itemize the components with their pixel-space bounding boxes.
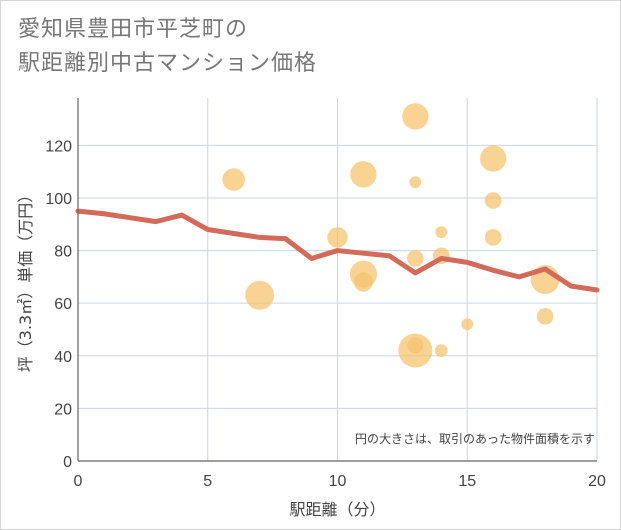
x-axis-label: 駅距離（分） (289, 500, 385, 519)
scatter-point (461, 318, 474, 331)
x-tick-label: 15 (458, 473, 476, 490)
bubble-layer (222, 103, 560, 368)
scatter-point (222, 168, 245, 191)
scatter-point (350, 161, 377, 188)
average-price-line (75, 208, 600, 293)
scatter-point (480, 145, 507, 172)
scatter-point (484, 229, 502, 246)
scatter-point (434, 344, 448, 357)
y-tick-label: 20 (54, 401, 72, 418)
scatter-point (402, 103, 429, 130)
axis-layer: 0 20 40 60 80 100 120 0 5 10 15 20 (45, 98, 606, 490)
x-tick-label: 10 (329, 473, 347, 490)
trend-line-layer (75, 208, 600, 293)
y-tick-label: 120 (45, 138, 72, 155)
y-tick-label: 60 (54, 296, 72, 313)
x-tick-label: 0 (74, 473, 83, 490)
grid-layer (78, 98, 598, 461)
scatter-point (353, 272, 374, 292)
scatter-point (407, 250, 424, 267)
scatter-point (435, 226, 448, 239)
scatter-point (327, 227, 348, 248)
title-line-2: 駅距離別中古マンション価格 (18, 51, 318, 76)
title-line-1: 愛知県豊田市平芝町の (18, 17, 249, 42)
chart-title: 愛知県豊田市平芝町の 駅距離別中古マンション価格 (18, 13, 317, 81)
y-tick-label: 40 (54, 349, 72, 366)
scatter-point (407, 337, 424, 354)
scatter-point (245, 280, 275, 310)
y-tick-label: 80 (54, 244, 72, 261)
y-tick-label: 0 (63, 454, 72, 471)
y-axis-label: 坪（3.3㎡）単価（万円） (16, 187, 35, 372)
scatter-point (536, 308, 554, 325)
scatter-point (409, 176, 422, 189)
x-tick-label: 20 (588, 473, 606, 490)
x-tick-label: 5 (203, 473, 212, 490)
y-tick-label: 100 (45, 191, 72, 208)
chart-note: 円の大きさは、取引のあった物件面積を示す (355, 431, 595, 446)
scatter-point (484, 192, 502, 209)
